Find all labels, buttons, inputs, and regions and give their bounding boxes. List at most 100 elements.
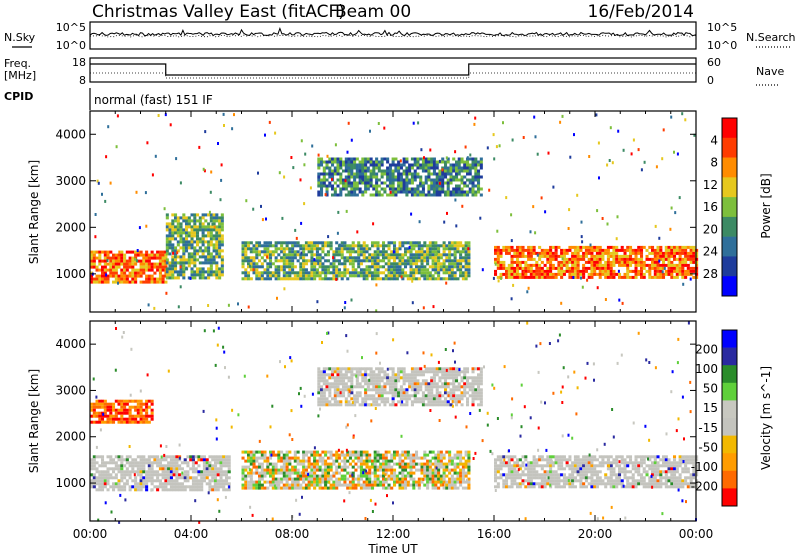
heatmap-cell xyxy=(499,260,503,264)
heatmap-cell xyxy=(123,476,127,480)
heatmap-cell xyxy=(318,241,322,245)
heatmap-cell xyxy=(405,178,409,182)
heatmap-cell xyxy=(376,456,380,460)
heatmap-cell xyxy=(390,477,394,481)
heatmap-cell xyxy=(479,216,482,220)
heatmap-cell xyxy=(626,245,630,249)
heatmap-cell xyxy=(322,373,326,377)
heatmap-cell xyxy=(136,420,140,424)
heatmap-cell xyxy=(342,391,346,395)
heatmap-cell xyxy=(353,166,357,170)
heatmap-cell xyxy=(325,367,329,371)
heatmap-cell xyxy=(391,172,395,176)
heatmap-cell xyxy=(365,453,369,457)
heatmap-cell xyxy=(527,275,531,279)
heatmap-cell xyxy=(459,468,463,472)
heatmap-cell xyxy=(612,275,616,279)
heatmap-cell xyxy=(410,394,414,398)
heatmap-cell xyxy=(397,370,401,374)
heatmap-cell xyxy=(416,184,420,188)
heatmap-cell xyxy=(313,268,317,272)
heatmap-cell xyxy=(382,253,386,257)
heatmap-cell xyxy=(332,262,336,266)
heatmap-cell xyxy=(415,250,419,254)
heatmap-cell xyxy=(293,265,297,269)
heatmap-cell xyxy=(175,479,179,483)
heatmap-cell xyxy=(656,263,660,267)
heatmap-cell xyxy=(201,267,205,271)
heatmap-cell xyxy=(417,456,421,460)
heatmap-cell xyxy=(405,391,409,395)
heatmap-cell xyxy=(271,474,275,478)
heatmap-cell xyxy=(420,250,424,254)
heatmap-cell xyxy=(103,256,107,260)
heatmap-cell xyxy=(103,280,107,284)
heatmap-cell xyxy=(604,263,608,267)
y-tick-label: 3000 xyxy=(55,174,86,188)
heatmap-cell xyxy=(336,193,340,197)
heatmap-cell xyxy=(216,485,220,489)
heatmap-cell xyxy=(212,219,216,223)
heatmap-cell xyxy=(145,414,149,418)
heatmap-cell xyxy=(620,263,624,267)
heatmap-cell xyxy=(656,245,660,249)
heatmap-cell xyxy=(372,370,376,374)
heatmap-cell xyxy=(216,482,220,486)
heatmap-cell xyxy=(351,247,355,251)
heatmap-cell xyxy=(372,160,376,164)
heatmap-cell xyxy=(450,265,454,269)
heatmap-cell xyxy=(158,458,162,462)
heatmap-cell xyxy=(142,455,146,459)
heatmap-cell xyxy=(365,474,369,478)
heatmap-cell xyxy=(92,420,96,424)
heatmap-cell xyxy=(434,468,438,472)
heatmap-cell xyxy=(335,453,339,457)
heatmap-cell xyxy=(153,265,157,269)
heatmap-cell xyxy=(642,263,646,267)
heatmap-cell xyxy=(409,259,413,263)
heatmap-cell xyxy=(669,227,672,231)
heatmap-cell xyxy=(147,399,151,403)
heatmap-cell xyxy=(576,275,580,279)
heatmap-cell xyxy=(507,251,511,255)
heatmap-cell xyxy=(168,225,172,229)
heatmap-cell xyxy=(114,399,118,403)
heatmap-cell xyxy=(423,253,427,257)
heatmap-cell xyxy=(255,250,259,254)
heatmap-cell xyxy=(207,255,211,259)
heatmap-cell xyxy=(399,394,403,398)
heatmap-cell xyxy=(357,259,361,263)
heatmap-cell xyxy=(354,468,358,472)
heatmap-cell xyxy=(302,450,306,454)
heatmap-cell xyxy=(354,271,358,275)
heatmap-cell xyxy=(640,272,644,276)
heatmap-cell xyxy=(450,244,454,248)
heatmap-cell xyxy=(145,485,149,489)
heatmap-cell xyxy=(532,257,536,261)
heatmap-cell xyxy=(351,450,355,454)
heatmap-cell xyxy=(176,243,180,247)
heatmap-cell xyxy=(280,241,284,245)
heatmap-cell xyxy=(410,181,414,185)
heatmap-cell xyxy=(101,417,105,421)
heatmap-cell xyxy=(98,485,102,489)
heatmap-cell xyxy=(377,169,381,173)
heatmap-cell xyxy=(263,244,267,248)
heatmap-cell xyxy=(142,414,146,418)
heatmap-cell xyxy=(662,272,666,276)
heatmap-cell xyxy=(179,216,183,220)
heatmap-cell xyxy=(90,274,94,278)
heatmap-cell xyxy=(249,277,253,281)
heatmap-cell xyxy=(695,248,699,252)
heatmap-cell xyxy=(454,198,457,202)
heatmap-cell xyxy=(128,262,132,266)
heatmap-cell xyxy=(123,271,127,275)
heatmap-cell xyxy=(382,259,386,263)
heatmap-cell xyxy=(128,464,132,468)
heatmap-cell xyxy=(394,157,398,161)
heatmap-cell xyxy=(313,262,317,266)
heatmap-cell xyxy=(342,160,346,164)
heatmap-cell xyxy=(366,403,370,407)
heatmap-cell xyxy=(412,456,416,460)
heatmap-cell xyxy=(675,263,679,267)
